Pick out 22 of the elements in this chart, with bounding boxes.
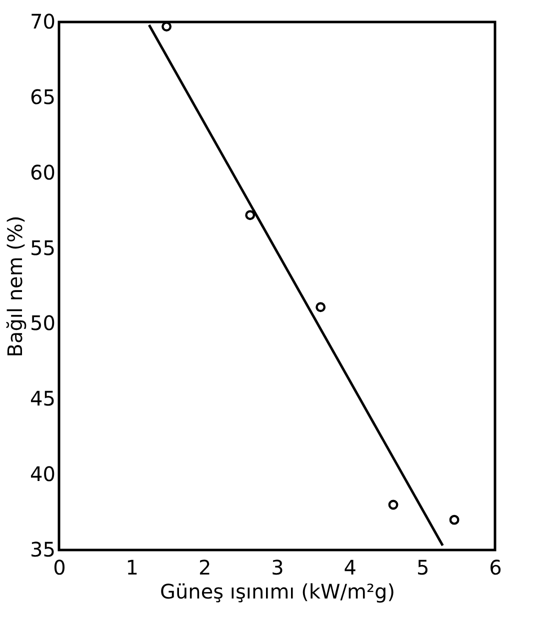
x-tick-label: 4 [344, 556, 357, 580]
y-tick-label: 35 [30, 538, 56, 562]
point [449, 514, 460, 525]
point [388, 500, 398, 510]
x-tick-label: 1 [126, 556, 139, 580]
point [245, 210, 256, 220]
x-tick-label: 5 [416, 556, 430, 580]
y-tick-label: 65 [30, 84, 56, 109]
x-tick-label: 2 [198, 556, 212, 580]
x-axis-title: Güneş ışınımı (kW/m²g) [160, 580, 395, 604]
x-tick-label: 0 [53, 556, 66, 580]
y-axis-title: Bağıl nem (%) [3, 216, 28, 358]
y-tick-label: 45 [30, 386, 56, 411]
y-tick-label: 60 [30, 160, 56, 184]
x-tick-label: 6 [489, 556, 502, 580]
y-tick-label: 50 [30, 311, 56, 336]
y-tick-label: 55 [30, 236, 56, 260]
point [316, 302, 326, 312]
y-tick-label: 70 [30, 10, 56, 34]
y-tick-label: 40 [30, 462, 56, 486]
point [162, 22, 172, 32]
x-tick-label: 3 [271, 556, 284, 580]
